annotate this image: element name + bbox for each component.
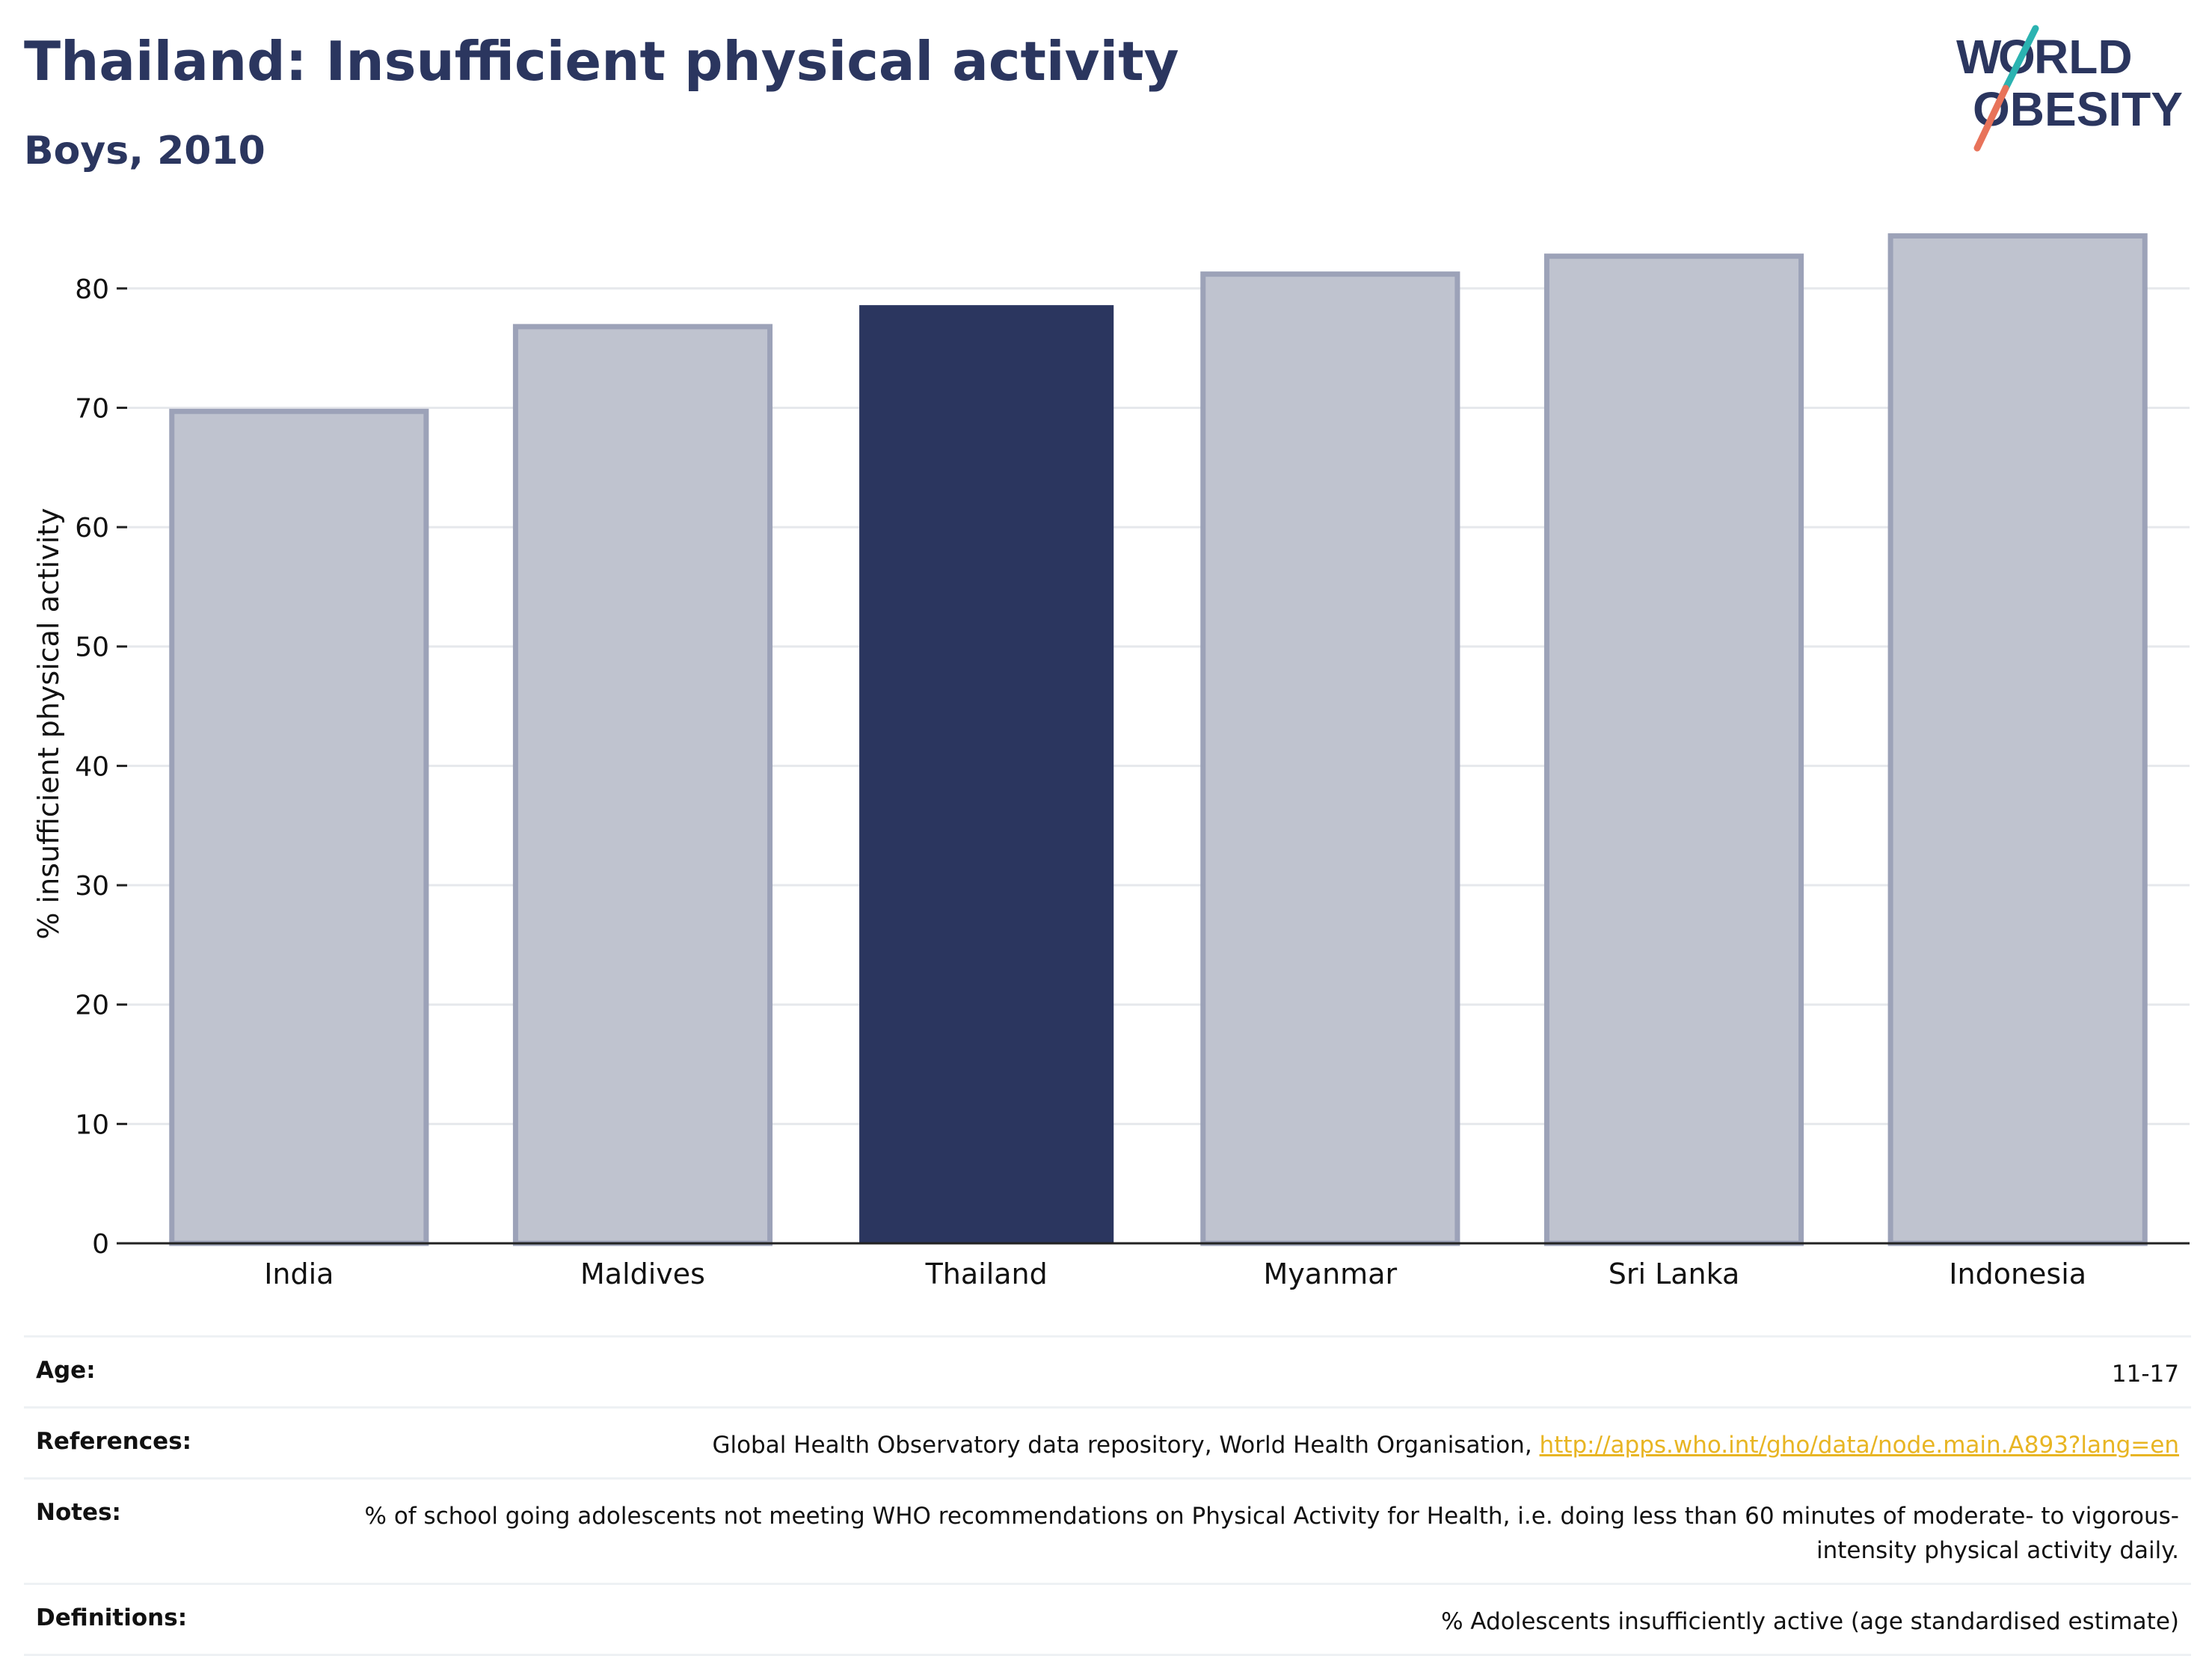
- y-tick-labels: 0 10 20 30 40 50 60 70 80: [75, 274, 127, 1260]
- meta-key: Definitions:: [36, 1604, 188, 1631]
- meta-value: Global Health Observatory data repositor…: [712, 1428, 2179, 1462]
- meta-row-age: Age: 11-17: [24, 1335, 2191, 1406]
- meta-key: References:: [36, 1428, 192, 1455]
- metadata-table: Age: 11-17 References: Global Health Obs…: [24, 1335, 2191, 1656]
- x-category-label: India: [264, 1258, 334, 1290]
- bar-maldives: [512, 324, 773, 1246]
- chart-subtitle: Boys, 2010: [24, 129, 265, 173]
- y-tick-label: 70: [75, 393, 109, 424]
- world-obesity-logo: W O RLD OBESITY: [1956, 25, 2183, 152]
- y-tick-label: 0: [92, 1229, 109, 1260]
- bar-indonesia: [1887, 233, 2148, 1246]
- meta-key: Age:: [36, 1357, 96, 1384]
- y-tick-label: 20: [75, 991, 109, 1021]
- x-category-label: Myanmar: [1264, 1258, 1398, 1290]
- bar-thailand: [859, 305, 1114, 1243]
- bar-india: [169, 408, 429, 1246]
- reference-text: Global Health Observatory data repositor…: [712, 1432, 1540, 1459]
- svg-text:RLD: RLD: [2034, 30, 2133, 84]
- bar-myanmar: [1200, 271, 1460, 1246]
- reference-link[interactable]: http://apps.who.int/gho/data/node.main.A…: [1539, 1432, 2179, 1459]
- x-category-label: Thailand: [925, 1258, 1048, 1290]
- y-tick-label: 50: [75, 632, 109, 663]
- meta-value: 11-17: [2111, 1361, 2179, 1388]
- y-tick-label: 60: [75, 513, 109, 544]
- meta-row-definitions: Definitions: % Adolescents insufficientl…: [24, 1583, 2191, 1656]
- bar-sri-lanka: [1543, 253, 1804, 1246]
- x-category-labels: India Maldives Thailand Myanmar Sri Lanka Ind…: [264, 1258, 2086, 1290]
- meta-key: Notes:: [36, 1499, 121, 1526]
- meta-row-notes: Notes: % of school going adolescents not…: [24, 1477, 2191, 1583]
- chart-title: Thailand: Insufficient physical activity: [24, 30, 1179, 93]
- meta-value: % of school going adolescents not meetin…: [364, 1503, 2179, 1564]
- grid-lines: [127, 287, 2190, 1125]
- meta-row-references: References: Global Health Observatory da…: [24, 1406, 2191, 1477]
- meta-value: % Adolescents insufficiently active (age…: [1441, 1608, 2179, 1635]
- y-tick-label: 30: [75, 871, 109, 902]
- svg-text:W: W: [1956, 30, 2002, 84]
- y-tick-label: 40: [75, 751, 109, 782]
- y-tick-label: 10: [75, 1109, 109, 1140]
- y-axis-title: % insufficient physical activity: [32, 508, 65, 939]
- bars: [169, 233, 2148, 1246]
- x-category-label: Indonesia: [1949, 1258, 2086, 1290]
- x-category-label: Sri Lanka: [1609, 1258, 1740, 1290]
- x-category-label: Maldives: [580, 1258, 705, 1290]
- y-tick-label: 80: [75, 274, 109, 305]
- bar-chart: 0 10 20 30 40 50 60 70 80 India Maldives Thailand M…: [32, 233, 2190, 1290]
